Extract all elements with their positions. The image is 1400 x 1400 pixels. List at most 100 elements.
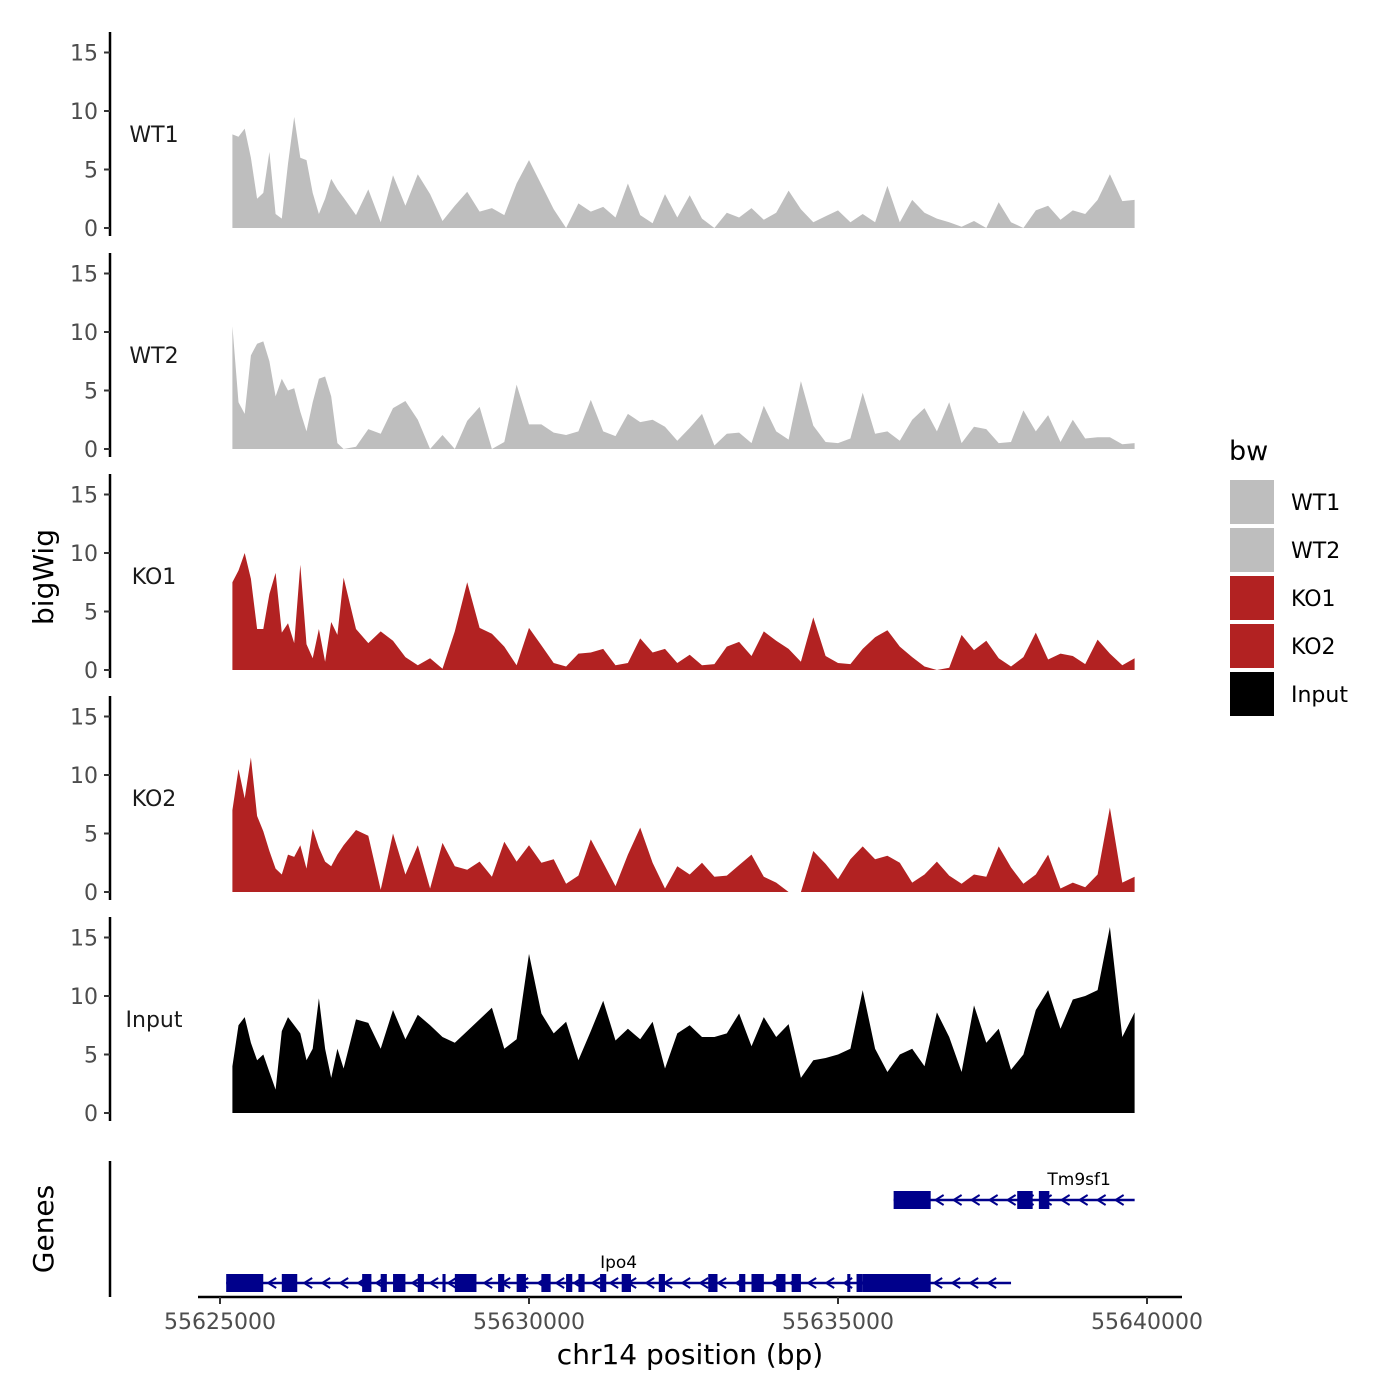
series-area-input bbox=[232, 927, 1135, 1113]
strand-arrow-icon bbox=[1113, 1194, 1125, 1206]
y-tick-label: 10 bbox=[70, 985, 98, 1010]
y-tick-label: 15 bbox=[70, 484, 98, 509]
gene-label-ipo4: Ipo4 bbox=[600, 1253, 637, 1273]
track-label-ko2: KO2 bbox=[132, 787, 177, 812]
y-axis-title-bigwig: bigWig bbox=[27, 529, 60, 625]
legend-swatch-ko1 bbox=[1230, 576, 1274, 620]
gene-ipo4: Ipo4 bbox=[226, 1253, 1012, 1292]
series-area-ko2 bbox=[232, 757, 1135, 892]
strand-arrow-icon bbox=[950, 1277, 961, 1289]
gene-exon bbox=[541, 1274, 551, 1292]
strand-arrow-icon bbox=[554, 1277, 565, 1289]
y-tick-label: 15 bbox=[70, 706, 98, 731]
y-tick-label: 5 bbox=[84, 1044, 98, 1069]
legend-label-wt2: WT2 bbox=[1291, 539, 1340, 564]
strand-arrow-icon bbox=[932, 1277, 943, 1289]
y-tick-label: 0 bbox=[84, 659, 98, 684]
strand-arrow-icon bbox=[1059, 1194, 1071, 1206]
y-tick-label: 15 bbox=[70, 263, 98, 288]
gene-exon bbox=[1038, 1191, 1050, 1209]
y-tick-label: 10 bbox=[70, 100, 98, 125]
y-tick-label: 0 bbox=[84, 1102, 98, 1127]
strand-arrow-icon bbox=[1005, 1194, 1017, 1206]
gene-label-tm9sf1: Tm9sf1 bbox=[1046, 1170, 1110, 1190]
strand-arrow-icon bbox=[716, 1277, 727, 1289]
y-tick-label: 5 bbox=[84, 823, 98, 848]
x-tick-label: 55640000 bbox=[1091, 1310, 1203, 1335]
gene-exon bbox=[393, 1274, 406, 1292]
strand-arrow-icon bbox=[428, 1277, 439, 1289]
gene-exon bbox=[708, 1274, 718, 1292]
strand-arrow-icon bbox=[302, 1277, 313, 1289]
track-label-ko1: KO1 bbox=[132, 565, 177, 590]
gene-exon bbox=[776, 1274, 786, 1292]
track-wt1: 0 5 10 15 WT1 bbox=[70, 32, 1135, 242]
y-tick-label: 15 bbox=[70, 42, 98, 67]
gene-tm9sf1: Tm9sf1 bbox=[893, 1170, 1135, 1209]
track-label-wt1: WT1 bbox=[129, 123, 178, 148]
strand-arrow-icon bbox=[969, 1194, 981, 1206]
gene-exon bbox=[578, 1274, 585, 1292]
y-tick-label: 0 bbox=[84, 881, 98, 906]
legend-label-ko2: KO2 bbox=[1291, 635, 1336, 660]
gene-exon bbox=[281, 1274, 298, 1292]
x-tick-label: 55630000 bbox=[473, 1310, 585, 1335]
x-tick-label: 55635000 bbox=[782, 1310, 894, 1335]
track-input: 0 5 10 15 Input bbox=[70, 917, 1135, 1127]
legend: bw WT1 WT2 KO1 KO2 Input bbox=[1229, 436, 1348, 716]
legend-title: bw bbox=[1229, 436, 1268, 467]
legend-label-wt1: WT1 bbox=[1291, 491, 1340, 516]
track-ko1: 0 5 10 15 KO1 bbox=[70, 474, 1135, 684]
track-wt2: 0 5 10 15 WT2 bbox=[70, 253, 1135, 463]
legend-swatch-wt1 bbox=[1230, 480, 1274, 524]
y-tick-label: 15 bbox=[70, 927, 98, 952]
gene-exon bbox=[516, 1274, 526, 1292]
legend-label-input: Input bbox=[1291, 683, 1348, 708]
strand-arrow-icon bbox=[482, 1277, 493, 1289]
x-tick-label: 55625000 bbox=[164, 1310, 276, 1335]
legend-swatch-wt2 bbox=[1230, 528, 1274, 572]
gene-exon bbox=[362, 1274, 372, 1292]
gene-exon bbox=[566, 1274, 573, 1292]
strand-arrow-icon bbox=[266, 1277, 277, 1289]
y-tick-label: 5 bbox=[84, 601, 98, 626]
strand-arrow-icon bbox=[338, 1277, 349, 1289]
gene-exon bbox=[658, 1274, 665, 1292]
strand-arrow-icon bbox=[590, 1277, 601, 1289]
legend-swatch-input bbox=[1230, 672, 1274, 716]
gene-exon bbox=[621, 1274, 631, 1292]
gene-exon bbox=[417, 1274, 424, 1292]
legend-swatch-ko2 bbox=[1230, 624, 1274, 668]
y-tick-label: 10 bbox=[70, 542, 98, 567]
strand-arrow-icon bbox=[644, 1277, 655, 1289]
signal-tracks: 0 5 10 15 WT1 0 5 10 15 WT2 0 5 10 15 KO1 0 5 10 15 KO2 0 5 10… bbox=[70, 32, 1135, 1127]
strand-arrow-icon bbox=[806, 1277, 817, 1289]
strand-arrow-icon bbox=[698, 1277, 709, 1289]
strand-arrow-icon bbox=[320, 1277, 331, 1289]
x-axis: 55625000 55630000 55635000 55640000 bbox=[164, 1295, 1203, 1335]
y-tick-label: 10 bbox=[70, 764, 98, 789]
y-tick-label: 0 bbox=[84, 438, 98, 463]
gene-exon bbox=[862, 1274, 931, 1292]
x-axis-title: chr14 position (bp) bbox=[557, 1338, 823, 1371]
y-tick-label: 5 bbox=[84, 380, 98, 405]
gene-exon bbox=[226, 1274, 264, 1292]
legend-label-ko1: KO1 bbox=[1291, 587, 1336, 612]
strand-arrow-icon bbox=[1077, 1194, 1089, 1206]
strand-arrow-icon bbox=[680, 1277, 691, 1289]
gene-exon bbox=[498, 1274, 505, 1292]
strand-arrow-icon bbox=[446, 1277, 457, 1289]
gene-exon bbox=[1017, 1191, 1033, 1209]
gene-exon bbox=[856, 1274, 863, 1292]
gene-exon bbox=[380, 1274, 387, 1292]
series-area-ko1 bbox=[232, 553, 1135, 670]
strand-arrow-icon bbox=[986, 1277, 997, 1289]
track-ko2: 0 5 10 15 KO2 bbox=[70, 696, 1135, 906]
strand-arrow-icon bbox=[951, 1194, 963, 1206]
series-area-wt2 bbox=[232, 326, 1135, 449]
y-tick-label: 0 bbox=[84, 217, 98, 242]
gene-exon bbox=[751, 1274, 764, 1292]
gene-exon bbox=[847, 1274, 851, 1292]
strand-arrow-icon bbox=[933, 1194, 945, 1206]
